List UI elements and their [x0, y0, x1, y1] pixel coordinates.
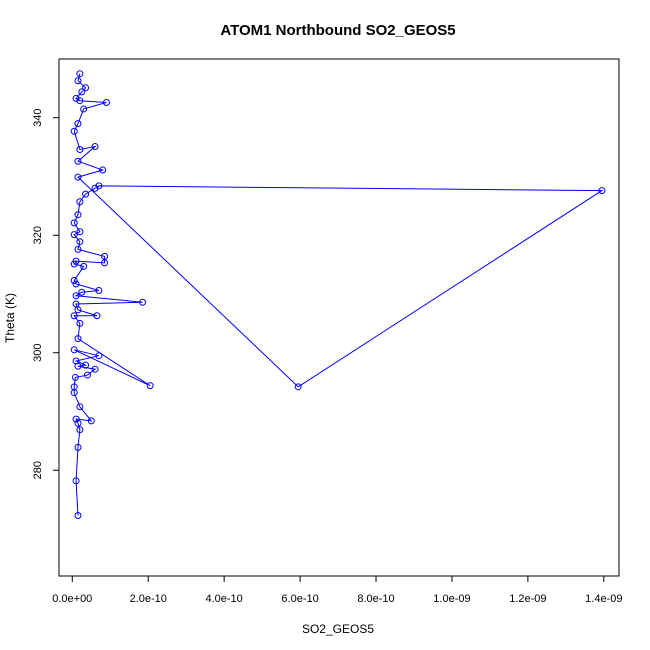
data-point: [72, 292, 80, 300]
x-tick-label: 4.0e-10: [205, 593, 242, 605]
data-point: [74, 77, 82, 85]
data-point: [70, 346, 78, 354]
data-point: [70, 231, 78, 239]
data-point: [70, 127, 78, 135]
data-point: [74, 335, 82, 343]
data-point: [146, 382, 154, 390]
data-point: [82, 361, 90, 369]
chart-title: ATOM1 Northbound SO2_GEOS5: [220, 22, 455, 39]
data-point: [102, 98, 110, 106]
data-point: [80, 262, 88, 270]
data-point: [80, 105, 88, 113]
data-point: [72, 280, 80, 288]
x-tick-label: 1.0e-09: [433, 593, 470, 605]
series-layer: [70, 70, 606, 519]
data-point: [598, 187, 606, 195]
data-point: [76, 228, 84, 236]
y-tick-label: 320: [32, 226, 44, 244]
data-point: [95, 182, 103, 190]
y-tick-label: 340: [32, 109, 44, 127]
data-point: [74, 173, 82, 181]
data-point: [74, 211, 82, 219]
data-point: [78, 288, 86, 296]
data-point: [74, 157, 82, 165]
data-point: [74, 443, 82, 451]
data-point: [72, 477, 80, 485]
series-line: [73, 73, 604, 516]
data-point: [95, 352, 103, 360]
data-point: [74, 419, 82, 427]
x-tick-label: 1.4e-09: [585, 593, 622, 605]
data-point: [101, 252, 109, 260]
data-point: [83, 371, 91, 379]
data-point: [74, 511, 82, 519]
data-point: [70, 219, 78, 227]
data-point: [99, 166, 107, 174]
x-tick-label: 1.2e-09: [509, 593, 546, 605]
y-axis-label: Theta (K): [3, 293, 17, 343]
data-point: [72, 357, 80, 365]
data-point: [91, 365, 99, 373]
data-point: [76, 319, 84, 327]
data-point: [91, 143, 99, 151]
data-point: [76, 238, 84, 246]
data-point: [74, 120, 82, 128]
y-axis: 280 300 320 340: [32, 109, 60, 479]
data-point: [74, 245, 82, 253]
data-point: [82, 84, 90, 92]
x-axis-label: SO2_GEOS5: [302, 622, 374, 636]
x-tick-label: 2.0e-10: [130, 593, 167, 605]
data-point: [78, 88, 86, 96]
y-tick-label: 280: [32, 461, 44, 479]
data-point: [82, 190, 90, 198]
x-axis: 0.0e+00 2.0e-10 4.0e-10 6.0e-10 8.0e-10 1.0e-…: [52, 575, 622, 605]
data-point: [72, 94, 80, 102]
x-tick-label: 8.0e-10: [357, 593, 394, 605]
data-point: [76, 403, 84, 411]
data-point: [71, 373, 79, 381]
data-point: [139, 298, 147, 306]
data-point: [91, 184, 99, 192]
data-point: [70, 312, 78, 320]
data-point: [76, 97, 84, 105]
data-point: [72, 415, 80, 423]
data-point: [70, 276, 78, 284]
plot-frame: [58, 58, 620, 577]
data-point: [76, 70, 84, 78]
data-point: [76, 198, 84, 206]
data-point: [93, 312, 101, 320]
data-point: [76, 426, 84, 434]
data-point: [72, 257, 80, 265]
y-tick-label: 300: [32, 344, 44, 362]
x-tick-label: 0.0e+00: [52, 593, 92, 605]
data-point: [76, 145, 84, 153]
data-point: [70, 383, 78, 391]
data-point: [72, 300, 80, 308]
data-point: [87, 417, 95, 425]
data-point: [294, 383, 302, 391]
data-point: [95, 286, 103, 294]
x-tick-label: 6.0e-10: [281, 593, 318, 605]
